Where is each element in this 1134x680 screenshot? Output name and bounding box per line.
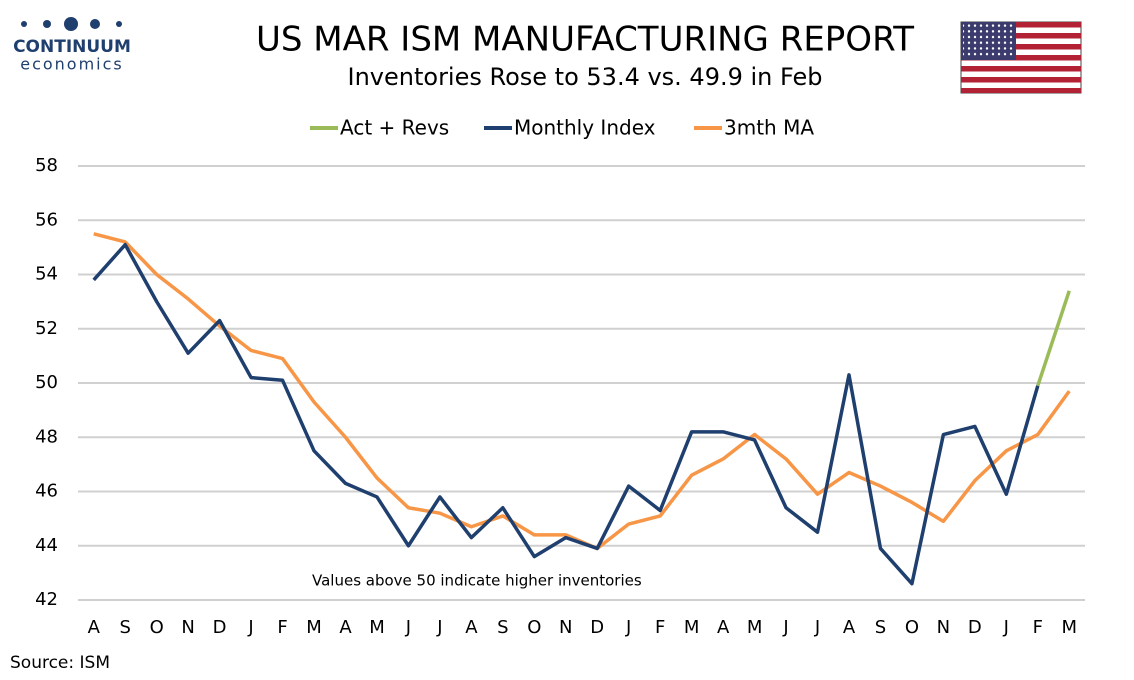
- x-tick-label: J: [1003, 617, 1009, 638]
- chart-title: US MAR ISM MANUFACTURING REPORT: [256, 20, 914, 60]
- x-tick-label: S: [875, 617, 886, 638]
- x-tick-label: S: [497, 617, 508, 638]
- logo-dot: [43, 20, 51, 28]
- y-tick-label: 42: [35, 589, 58, 610]
- flag: [960, 21, 1082, 94]
- legend-label: Act + Revs: [340, 116, 449, 140]
- logo-dot: [64, 17, 78, 31]
- logo-name: CONTINUUM: [13, 37, 131, 57]
- x-tick-label: J: [436, 617, 442, 638]
- x-tick-label: J: [405, 617, 411, 638]
- x-tick-label: D: [213, 617, 227, 638]
- y-tick-label: 50: [35, 372, 58, 393]
- x-tick-label: J: [247, 617, 253, 638]
- x-tick-label: M: [684, 617, 700, 638]
- legend-label: 3mth MA: [724, 116, 814, 140]
- y-tick-label: 48: [35, 426, 58, 447]
- x-tick-label: N: [181, 617, 194, 638]
- source: Source: ISM: [10, 653, 110, 673]
- x-tick-label: M: [369, 617, 385, 638]
- x-tick-label: O: [527, 617, 541, 638]
- x-tick-label: A: [339, 617, 352, 638]
- x-tick-label: J: [782, 617, 788, 638]
- chart-subtitle: Inventories Rose to 53.4 vs. 49.9 in Feb: [348, 63, 823, 91]
- series-line: [1036, 290, 1071, 387]
- x-tick-label: N: [937, 617, 950, 638]
- series-line: [93, 232, 1071, 551]
- x-tick-label: F: [655, 617, 665, 638]
- x-tick-label: M: [1062, 617, 1078, 638]
- x-tick-label: D: [968, 617, 982, 638]
- x-tick-label: O: [905, 617, 919, 638]
- x-tick-label: A: [843, 617, 856, 638]
- x-tick-label: J: [814, 617, 820, 638]
- x-tick-label: D: [590, 617, 604, 638]
- logo: CONTINUUM economics: [13, 17, 131, 74]
- x-tick-label: M: [747, 617, 763, 638]
- logo-tagline: economics: [20, 55, 124, 74]
- y-tick-label: 44: [35, 535, 58, 556]
- flag-stripes: [961, 22, 1081, 93]
- x-tick-label: F: [1033, 617, 1043, 638]
- y-tick-label: 56: [35, 209, 58, 230]
- y-tick-label: 52: [35, 318, 58, 339]
- x-tick-label: A: [88, 617, 101, 638]
- logo-dot: [116, 21, 122, 27]
- logo-dot: [21, 21, 27, 27]
- flag-stars: [963, 24, 1014, 58]
- series-line: [92, 242, 1040, 586]
- x-tick-label: M: [306, 617, 322, 638]
- y-tick-label: 54: [35, 264, 58, 285]
- x-tick-label: F: [277, 617, 287, 638]
- legend-label: Monthly Index: [514, 116, 656, 140]
- annotation: Values above 50 indicate higher inventor…: [312, 572, 642, 590]
- x-tick-label: A: [717, 617, 730, 638]
- x-tick-label: O: [150, 617, 164, 638]
- x-tick-label: J: [625, 617, 631, 638]
- x-tick-label: A: [465, 617, 478, 638]
- x-tick-label: S: [119, 617, 130, 638]
- x-tick-label: N: [559, 617, 572, 638]
- logo-dot: [90, 19, 100, 29]
- y-tick-label: 58: [35, 155, 58, 176]
- y-tick-label: 46: [35, 481, 58, 502]
